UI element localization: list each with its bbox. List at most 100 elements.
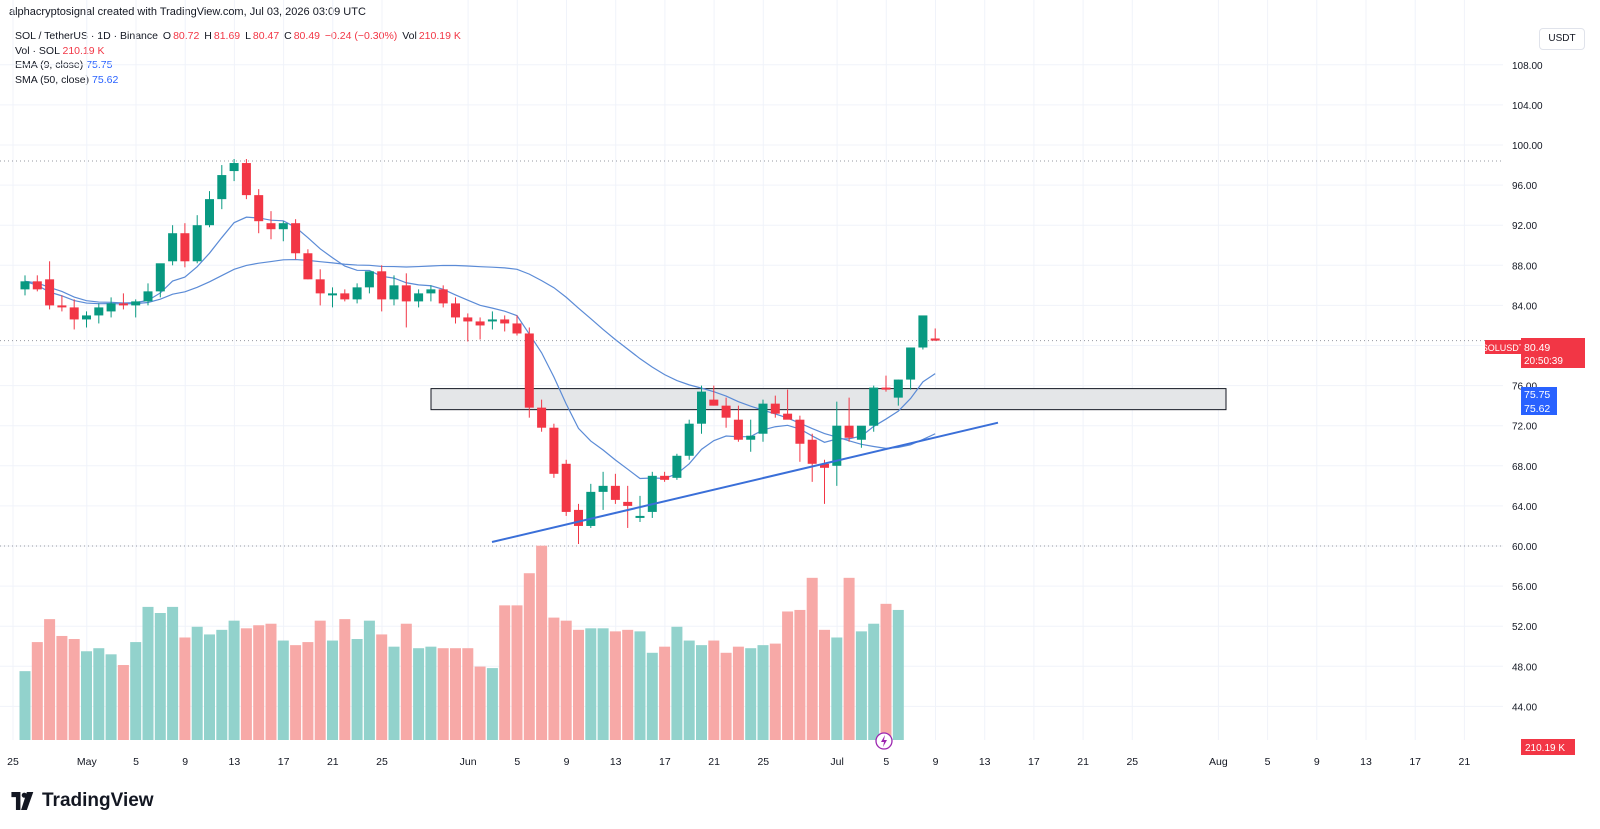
grid-lines: [0, 0, 1503, 740]
high-label: H: [204, 30, 212, 42]
y-tick-label: 72.00: [1512, 422, 1537, 433]
candle-body: [930, 338, 940, 341]
volume-bar: [228, 620, 240, 740]
volume-bar: [892, 609, 904, 740]
volume-bar: [806, 577, 818, 740]
x-tick-label: 25: [7, 756, 19, 768]
candle-body: [832, 425, 842, 466]
resistance-zone[interactable]: [430, 388, 1227, 411]
volume-bar: [585, 628, 597, 740]
volume-bar: [68, 639, 80, 740]
y-tick-label: 96.00: [1512, 181, 1537, 192]
legend-sma-row[interactable]: SMA (50, close) 75.62: [15, 73, 463, 88]
volume-bar: [683, 640, 695, 740]
volume-bar: [154, 613, 166, 740]
candle-body: [524, 333, 534, 408]
y-tick-label: 52.00: [1512, 622, 1537, 633]
volume-bar: [720, 652, 732, 740]
attribution-text: alphacryptosignal created with TradingVi…: [9, 6, 366, 18]
x-tick-label: 5: [883, 756, 889, 768]
volume-badge: 210.19 K: [1521, 739, 1575, 755]
candle-body: [906, 347, 916, 380]
volume-bar: [204, 634, 215, 740]
sma-badge-value: 75.62: [1524, 403, 1550, 415]
volume-bar: [831, 637, 843, 740]
reference-lines: [0, 160, 1503, 547]
candle-body: [783, 413, 793, 420]
volume-bar: [646, 652, 658, 740]
x-tick-label: 9: [933, 756, 939, 768]
candle-body: [266, 223, 276, 230]
low-value: 80.47: [252, 30, 280, 42]
currency-button[interactable]: USDT: [1539, 28, 1585, 50]
lightning-icon[interactable]: [875, 732, 893, 750]
candle-body: [131, 301, 141, 306]
candle-body: [389, 285, 399, 300]
x-tick-label: 17: [278, 756, 290, 768]
open-value: 80.72: [173, 30, 200, 42]
candle-body: [241, 163, 251, 196]
ema-badge-value: 75.75: [1524, 389, 1550, 401]
candle-body: [57, 305, 67, 308]
volume-bar: [745, 648, 757, 740]
candle-body: [893, 379, 903, 398]
candle-body: [549, 427, 559, 474]
ascending-trendline[interactable]: [491, 421, 999, 543]
tradingview-logo[interactable]: TradingView: [10, 790, 154, 812]
x-tick-label: 25: [757, 756, 769, 768]
candle-body: [364, 271, 374, 288]
x-tick-label: 9: [182, 756, 188, 768]
volume-bar: [31, 642, 43, 740]
candle-body: [709, 399, 719, 406]
x-tick-label: 13: [979, 756, 991, 768]
volume-indicator-label: Vol · SOL: [15, 44, 60, 57]
volume-bar: [56, 635, 68, 740]
volume-bar: [708, 640, 720, 740]
candle-body: [660, 475, 670, 480]
candle-body: [869, 387, 879, 426]
price-axis: 108.00104.00100.0096.0092.0088.0084.0080…: [1512, 61, 1543, 714]
x-tick-label: Jun: [460, 756, 477, 768]
x-tick-label: Jul: [830, 756, 843, 768]
volume-bar: [462, 648, 474, 740]
candle-body: [684, 423, 694, 456]
candle-body: [463, 317, 473, 322]
y-tick-label: 104.00: [1512, 101, 1543, 112]
time-axis: 25 May 5 9 13 17 21 25 Jun 5 9 13 17 21 25 Jul 5 9 13 17 21 2…: [7, 756, 1470, 768]
x-tick-label: 17: [1409, 756, 1421, 768]
candle-body: [586, 491, 596, 526]
y-tick-label: 100.00: [1512, 141, 1543, 152]
y-tick-label: 88.00: [1512, 261, 1537, 272]
candle-body: [414, 293, 424, 302]
candle-body: [69, 307, 79, 320]
price-badge-symbol: SOLUSDT: [1482, 343, 1525, 353]
candle-body: [303, 253, 313, 280]
legend-volume-row[interactable]: Vol · SOL 210.19 K: [15, 44, 463, 59]
volume-bar: [634, 631, 646, 740]
candle-body: [32, 281, 42, 290]
candle-body: [746, 435, 756, 440]
volume-bar: [240, 628, 252, 740]
volume-bar: [609, 631, 621, 740]
volume-bar: [622, 629, 634, 740]
volume-bar: [769, 643, 781, 740]
volume-bar: [130, 642, 142, 740]
volume-bar: [167, 606, 179, 740]
volume-bar: [486, 668, 498, 740]
volume-bar: [81, 651, 92, 740]
volume-bar: [437, 648, 449, 740]
volume-bar: [265, 623, 277, 740]
volume-bar: [93, 648, 105, 740]
candle-body: [192, 225, 202, 262]
close-label: C: [284, 30, 292, 42]
volume-bar: [450, 648, 461, 740]
volume-bar: [696, 645, 707, 740]
volume-bar: [388, 646, 400, 740]
candle-body: [118, 303, 128, 306]
y-tick-label: 64.00: [1512, 502, 1537, 513]
legend-symbol-row[interactable]: SOL / TetherUS · 1D · Binance O 80.72 H 81…: [15, 29, 463, 44]
price-badge: SOLUSDT 80.49 20:50:39: [1482, 338, 1585, 368]
volume-bar: [855, 631, 867, 740]
open-label: O: [162, 30, 172, 42]
